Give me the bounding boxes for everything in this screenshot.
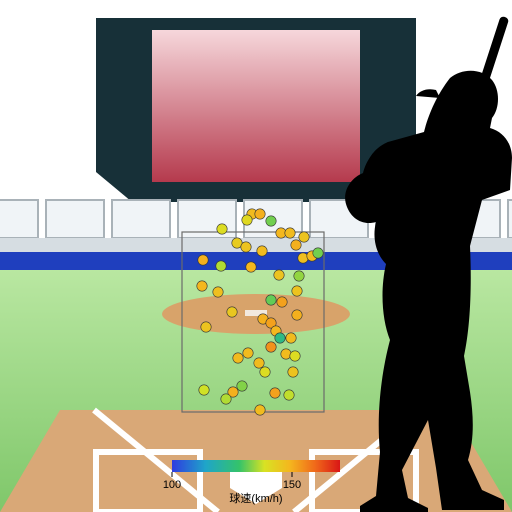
pitch-point [277,297,287,307]
pitch-point [255,405,265,415]
pitch-point [299,232,309,242]
pitch-point [284,390,294,400]
pitch-point [281,349,291,359]
pitch-point [257,246,267,256]
pitch-point [260,367,270,377]
legend-title: 球速(km/h) [229,491,282,505]
pitch-point [313,248,323,258]
pitch-point [294,271,304,281]
pitch-point [292,286,302,296]
pitch-point [241,242,251,252]
scoreboard-screen [152,30,360,182]
pitch-point [198,255,208,265]
pitch-point [233,353,243,363]
pitch-point [290,351,300,361]
pitch-point [201,322,211,332]
legend-tick: 150 [283,479,301,491]
pitch-point [227,307,237,317]
pitch-point [213,287,223,297]
pitch-point [298,253,308,263]
pitch-point [274,270,284,280]
legend-tick: 100 [163,479,181,491]
pitch-point [237,381,247,391]
pitch-point [266,342,276,352]
pitch-point [254,358,264,368]
pitch-point [286,333,296,343]
pitch-point [221,394,231,404]
pitch-location-chart: 100 150球速(km/h) [0,0,512,512]
pitch-point [217,224,227,234]
pitch-point [288,367,298,377]
pitch-point [270,388,280,398]
pitch-point [266,216,276,226]
chart-svg: 100 150球速(km/h) [0,0,512,512]
pitch-point [292,310,302,320]
pitch-point [255,209,265,219]
pitch-point [243,348,253,358]
pitch-point [216,261,226,271]
pitch-point [199,385,209,395]
pitch-point [242,215,252,225]
pitch-point [275,333,285,343]
pitch-point [291,240,301,250]
pitch-point [266,295,276,305]
pitch-point [197,281,207,291]
pitch-point [246,262,256,272]
pitch-point [285,228,295,238]
